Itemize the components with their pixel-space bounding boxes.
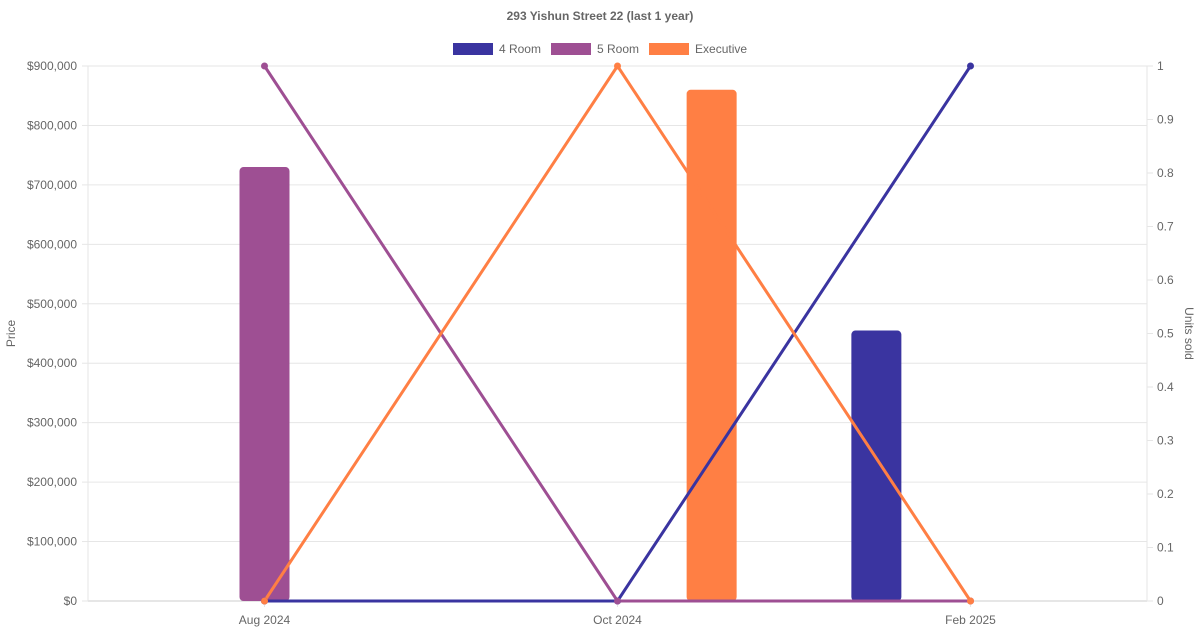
- y-right-tick-label: 0.6: [1157, 273, 1174, 287]
- y-left-tick-label: $300,000: [27, 416, 77, 430]
- legend-item-executive[interactable]: Executive: [649, 42, 747, 56]
- y-right-tick-label: 0.5: [1157, 327, 1174, 341]
- y-left-tick-label: $100,000: [27, 535, 77, 549]
- point-4-room: [967, 62, 974, 70]
- legend-item-4-room[interactable]: 4 Room: [452, 42, 541, 56]
- y-left-axis-title: Price: [4, 320, 18, 348]
- y-left-tick-label: $200,000: [27, 475, 77, 489]
- legend-label-5-room: 5 Room: [596, 42, 640, 56]
- x-tick-label: Aug 2024: [239, 613, 291, 627]
- y-right-tick-label: 1: [1157, 59, 1164, 73]
- y-right-tick-label: 0.1: [1157, 541, 1174, 555]
- y-right-tick-label: 0.8: [1157, 166, 1174, 180]
- x-tick-label: Oct 2024: [593, 613, 642, 627]
- point-executive: [261, 597, 268, 605]
- y-left-tick-label: $600,000: [27, 237, 77, 251]
- y-right-tick-label: 0.7: [1157, 220, 1174, 234]
- y-left-tick-label: $700,000: [27, 178, 77, 192]
- point-5-room: [614, 597, 621, 605]
- y-right-tick-label: 0.4: [1157, 380, 1174, 394]
- y-right-axis-title: Units sold: [1182, 307, 1196, 360]
- point-5-room: [261, 62, 268, 70]
- bar-executive: [686, 89, 737, 602]
- y-left-tick-label: $500,000: [27, 297, 77, 311]
- point-executive: [967, 597, 974, 605]
- bar-5-room: [239, 167, 290, 602]
- y-left-tick-label: $0: [64, 594, 78, 608]
- legend-label-4-room: 4 Room: [498, 42, 541, 56]
- legend-swatch-4-room: [452, 43, 493, 55]
- point-executive: [614, 62, 621, 70]
- legend-item-5-room[interactable]: 5 Room: [550, 42, 640, 56]
- bar-4-room: [851, 330, 902, 601]
- y-left-tick-label: $800,000: [27, 118, 77, 132]
- y-right-tick-label: 0: [1157, 594, 1164, 608]
- chart-title: 293 Yishun Street 22 (last 1 year): [506, 9, 694, 23]
- y-left-tick-label: $400,000: [27, 356, 77, 370]
- y-right-tick-label: 0.9: [1157, 113, 1174, 127]
- legend: 4 Room 5 Room Executive: [0, 42, 1200, 56]
- legend-swatch-executive: [649, 43, 690, 55]
- x-tick-label: Feb 2025: [945, 613, 996, 627]
- y-right-tick-label: 0.3: [1157, 434, 1174, 448]
- legend-swatch-5-room: [550, 43, 591, 55]
- legend-label-executive: Executive: [695, 42, 748, 56]
- y-left-tick-label: $900,000: [27, 59, 77, 73]
- y-right-tick-label: 0.2: [1157, 487, 1174, 501]
